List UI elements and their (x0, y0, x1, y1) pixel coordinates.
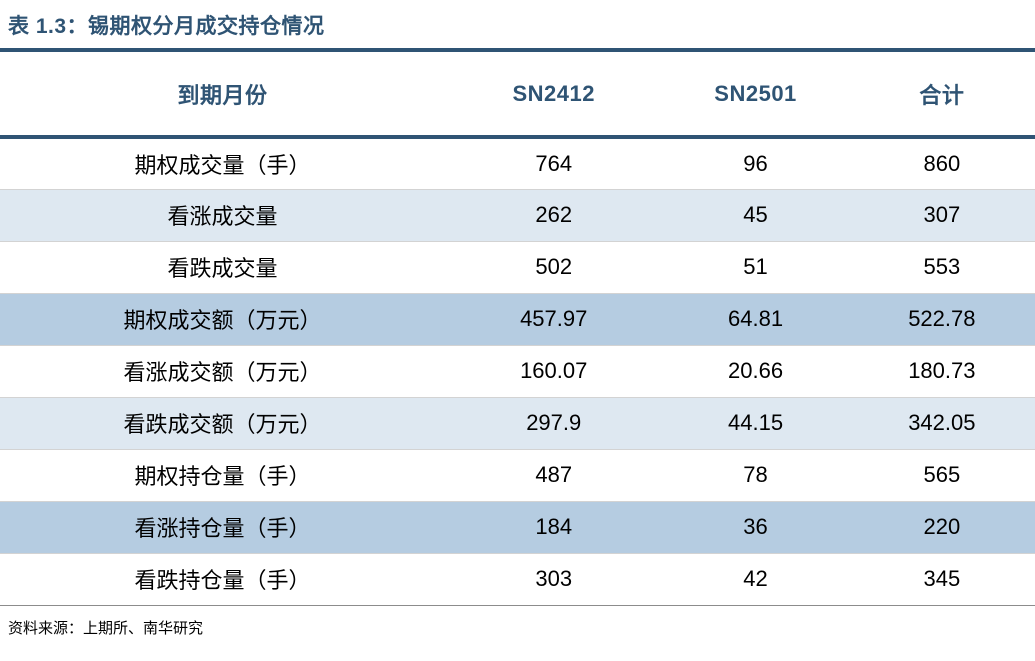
cell-sn2501: 44.15 (662, 396, 849, 449)
data-source: 资料来源：上期所、南华研究 (8, 620, 204, 637)
cell-sn2501: 42 (662, 552, 849, 605)
cell-sn2412: 262 (445, 188, 663, 241)
row-label: 看跌持仓量（手） (0, 552, 446, 605)
table-row: 期权持仓量（手） 487 78 565 (0, 448, 1035, 501)
table-row: 看涨持仓量（手） 184 36 220 (0, 500, 1035, 553)
cell-total: 345 (848, 552, 1035, 605)
table-row: 期权成交量（手） 764 96 860 (0, 137, 1035, 189)
cell-sn2501: 64.81 (662, 292, 849, 345)
cell-total: 553 (848, 240, 1035, 293)
cell-sn2412: 502 (445, 240, 663, 293)
cell-sn2501: 96 (743, 150, 768, 176)
cell-sn2501: 51 (662, 240, 849, 293)
cell-sn2412: 457.97 (445, 292, 663, 345)
cell-sn2412: 487 (445, 448, 663, 501)
cell-total: 565 (848, 448, 1035, 501)
table-row: 看跌成交额（万元） 297.9 44.15 342.05 (0, 396, 1035, 449)
cell-sn2501: 36 (662, 500, 849, 553)
cell-total: 860 (923, 150, 961, 176)
table-row: 看涨成交额（万元） 160.07 20.66 180.73 (0, 344, 1035, 397)
cell-sn2412: 184 (445, 500, 663, 553)
table-row: 看涨成交量 262 45 307 (0, 188, 1035, 241)
row-label: 期权成交额（万元） (0, 292, 446, 345)
header-sn2412: SN2412 (445, 52, 663, 139)
row-label: 期权成交量（手） (134, 152, 311, 178)
header-expiry-month: 到期月份 (0, 52, 446, 139)
cell-sn2501: 20.66 (662, 344, 849, 397)
row-label: 看跌成交量 (0, 240, 446, 293)
cell-sn2412: 160.07 (445, 344, 663, 397)
cell-total: 342.05 (848, 396, 1035, 449)
row-label: 看涨成交额（万元） (0, 344, 446, 397)
row-label: 看涨持仓量（手） (0, 500, 446, 553)
table-bottom-divider (0, 605, 1035, 606)
title-divider (0, 48, 1035, 52)
cell-sn2412: 303 (445, 552, 663, 605)
cell-sn2501: 78 (662, 448, 849, 501)
cell-total: 220 (848, 500, 1035, 553)
cell-total: 522.78 (848, 292, 1035, 345)
row-label: 看跌成交额（万元） (0, 396, 446, 449)
cell-sn2412: 764 (535, 150, 573, 176)
cell-total: 307 (848, 188, 1035, 241)
header-total: 合计 (848, 52, 1035, 139)
cell-sn2412: 297.9 (445, 396, 663, 449)
cell-total: 180.73 (848, 344, 1035, 397)
header-row: 到期月份 SN2412 SN2501 合计 (0, 52, 1035, 139)
tin-options-monthly-table: 到期月份 SN2412 SN2501 合计 期权成交量（手） 764 96 86… (0, 52, 1035, 605)
cell-sn2501: 45 (662, 188, 849, 241)
table-row: 看跌持仓量（手） 303 42 345 (0, 552, 1035, 605)
header-sn2501: SN2501 (662, 52, 849, 139)
row-label: 期权持仓量（手） (0, 448, 446, 501)
table-title: 表 1.3：锡期权分月成交持仓情况 (8, 15, 325, 38)
table-row: 看跌成交量 502 51 553 (0, 240, 1035, 293)
table-row: 期权成交额（万元） 457.97 64.81 522.78 (0, 292, 1035, 345)
row-label: 看涨成交量 (0, 188, 446, 241)
